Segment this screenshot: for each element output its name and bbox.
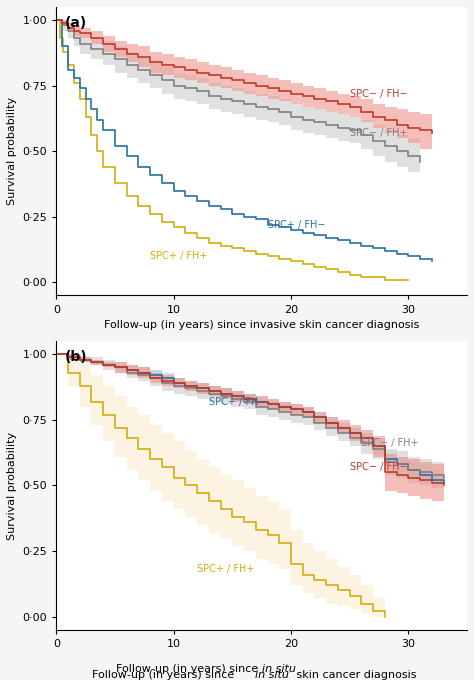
Text: SPC+ / FH+: SPC+ / FH+ [197,564,255,575]
Y-axis label: Survival probability: Survival probability [7,97,17,205]
Text: SPC− / FH+: SPC− / FH+ [350,128,407,138]
Y-axis label: Survival probability: Survival probability [7,431,17,539]
Text: (b): (b) [64,350,87,364]
X-axis label: Follow-up (in years) since invasive skin cancer diagnosis: Follow-up (in years) since invasive skin… [104,320,419,330]
Text: SPC+ / FH+: SPC+ / FH+ [150,251,208,261]
Text: Follow-up (in years) since: Follow-up (in years) since [116,664,262,675]
Text: SPC− / FH+: SPC− / FH+ [362,439,419,449]
Text: in situ: in situ [262,664,296,675]
Text: in situ: in situ [255,670,289,680]
Text: SPC− / FH−: SPC− / FH− [350,462,407,472]
Text: SPC+ / FH−: SPC+ / FH− [267,220,325,230]
Text: skin cancer diagnosis: skin cancer diagnosis [293,670,417,680]
Text: SPC− / FH−: SPC− / FH− [350,88,407,99]
Text: (a): (a) [64,16,87,30]
Text: SPC+ / FH−: SPC+ / FH− [209,396,266,407]
Text: Follow-up (in years) since: Follow-up (in years) since [92,670,238,680]
